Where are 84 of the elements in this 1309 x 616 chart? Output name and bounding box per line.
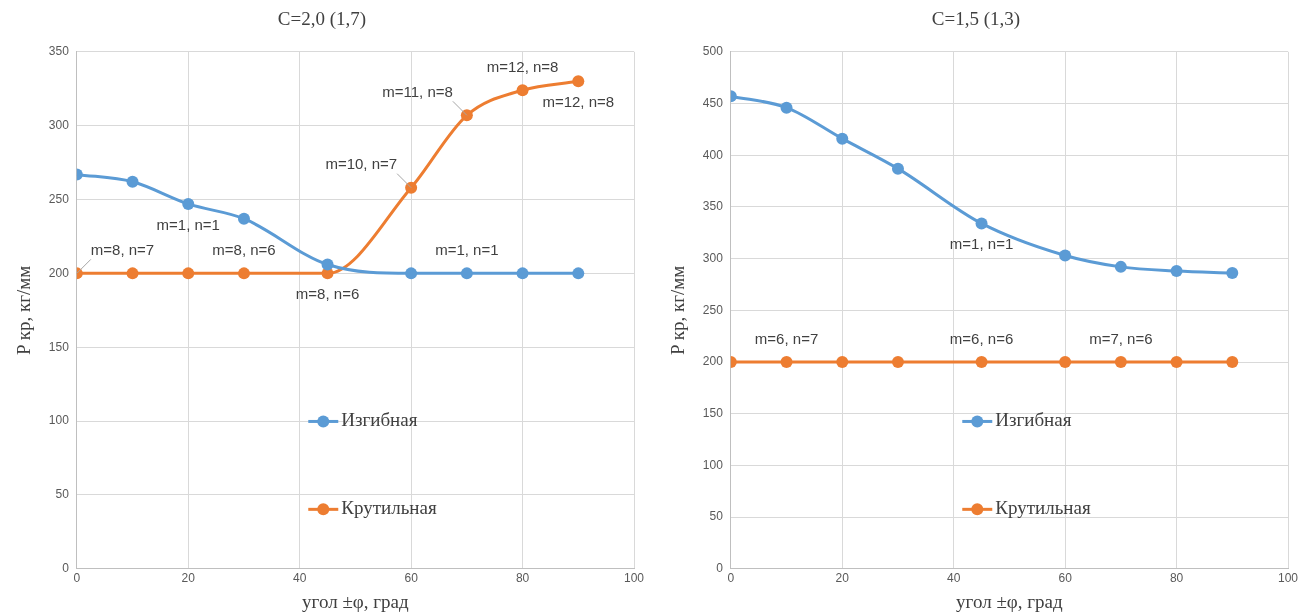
legend-label: Крутильная: [995, 497, 1091, 519]
point: [891, 356, 904, 368]
point: [780, 356, 793, 368]
x-tick-label: 20: [181, 571, 196, 586]
y-axis-title: P кр, кг/мм: [13, 265, 35, 355]
legend-label: Крутильная: [341, 497, 437, 519]
x-tick-label: 0: [727, 571, 735, 586]
x-axis-title: угол ±φ, град: [956, 590, 1064, 612]
annotation: m=6, n=6: [949, 329, 1014, 347]
annotation: m=10, n=7: [325, 155, 398, 173]
point: [1114, 356, 1127, 368]
x-tick-label: 100: [623, 571, 645, 586]
annotation: m=6, n=7: [754, 329, 819, 347]
point: [1059, 356, 1072, 368]
chart-title: C=2,0 (1,7): [277, 8, 367, 31]
point: [780, 101, 793, 114]
y-tick-label: 300: [702, 250, 724, 265]
x-tick-label: 80: [515, 571, 530, 586]
point: [237, 212, 250, 225]
y-tick-label: 250: [48, 191, 70, 206]
point: [1114, 260, 1127, 273]
legend-label: Изгибная: [341, 409, 418, 431]
x-tick-label: 100: [1277, 571, 1299, 586]
annotation: m=11, n=8: [382, 82, 453, 100]
y-tick-label: 200: [702, 354, 724, 369]
x-tick-label: 0: [73, 571, 81, 586]
y-axis-title: P кр, кг/мм: [667, 265, 689, 355]
y-tick-label: 350: [702, 199, 724, 214]
point: [237, 267, 250, 280]
point: [1226, 267, 1239, 280]
annotation: m=8, n=6: [295, 285, 360, 303]
x-tick-label: 60: [1058, 571, 1073, 586]
point: [182, 267, 195, 280]
point: [891, 162, 904, 175]
x-tick-label: 40: [947, 571, 961, 586]
y-tick-label: 350: [48, 44, 70, 59]
x-tick-label: 60: [404, 571, 419, 586]
legend-label: Изгибная: [995, 409, 1072, 431]
x-tick-label: 40: [293, 571, 307, 586]
point: [516, 84, 529, 97]
y-tick-label: 150: [48, 339, 70, 354]
point: [405, 181, 418, 194]
annotation: m=1, n=1: [156, 215, 220, 233]
y-tick-label: 0: [716, 561, 724, 576]
point: [836, 356, 849, 368]
point: [975, 217, 988, 230]
point: [1170, 265, 1183, 278]
point: [572, 75, 585, 88]
point: [1059, 249, 1072, 262]
point: [572, 267, 585, 280]
y-tick-label: 500: [702, 44, 724, 59]
point: [321, 258, 334, 271]
y-tick-label: 50: [709, 509, 724, 524]
point: [126, 175, 139, 188]
annotation: m=8, n=6: [212, 241, 276, 259]
y-tick-label: 0: [62, 561, 70, 576]
point: [975, 356, 988, 368]
annotation: m=1, n=1: [949, 235, 1014, 253]
annotation: m=7, n=6: [1089, 329, 1153, 347]
x-tick-label: 20: [835, 571, 850, 586]
chart-title: C=1,5 (1,3): [931, 8, 1021, 31]
point: [836, 132, 849, 145]
y-tick-label: 150: [702, 406, 724, 421]
y-tick-label: 50: [55, 487, 70, 502]
y-tick-label: 450: [702, 95, 724, 110]
point: [182, 197, 195, 210]
x-axis-title: угол ±φ, град: [302, 590, 410, 612]
annotation: m=12, n=8: [486, 57, 559, 75]
y-tick-label: 400: [702, 147, 724, 162]
point: [1170, 356, 1183, 368]
annotation: m=1, n=1: [435, 241, 499, 259]
point: [516, 267, 529, 280]
annotation: m=12, n=8: [542, 92, 615, 110]
annotation: m=8, n=7: [90, 241, 155, 259]
y-tick-label: 200: [48, 265, 70, 280]
point: [126, 267, 139, 280]
y-tick-label: 300: [48, 117, 70, 132]
y-tick-label: 100: [702, 457, 724, 472]
point: [1226, 356, 1239, 368]
x-tick-label: 80: [1169, 571, 1184, 586]
y-tick-label: 100: [48, 413, 70, 428]
point: [405, 267, 418, 280]
point: [460, 267, 473, 280]
y-tick-label: 250: [702, 302, 724, 317]
